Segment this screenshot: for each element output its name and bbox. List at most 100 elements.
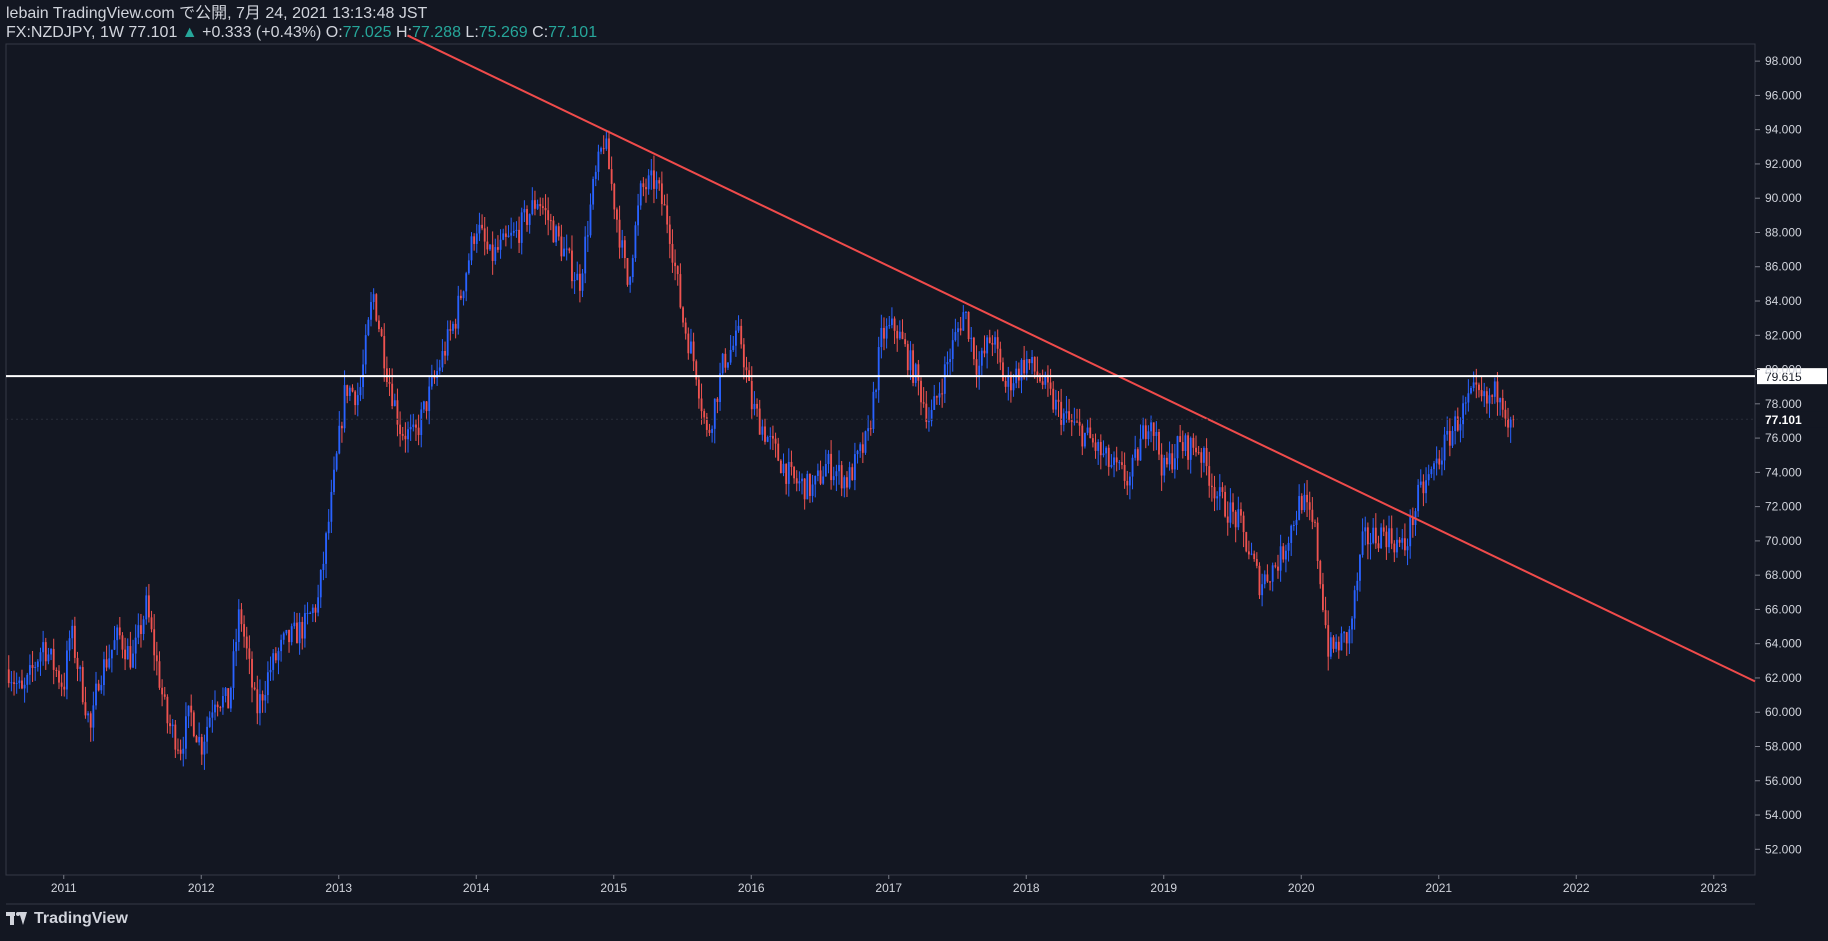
candle [676,266,679,275]
candle [1247,551,1250,555]
candle [1425,480,1427,494]
candle [986,337,989,354]
candle [399,424,402,435]
candle [1105,447,1108,454]
candle [1213,487,1216,499]
candle [1488,395,1491,404]
candle [1073,421,1076,423]
candle [232,651,235,688]
candle [523,209,526,213]
candle [1491,395,1494,397]
candle [1443,434,1446,461]
candle [1411,517,1414,525]
candle [1165,457,1168,465]
last-price: 77.101 [128,24,178,41]
candle [637,205,640,226]
chart-header: lebain TradingView.com で公開, 7月 24, 2021 … [6,4,597,42]
candle [1499,398,1502,403]
candle [155,655,158,662]
candle [240,609,243,625]
price-change: +0.333 (+0.43%) [202,24,322,41]
candle [1277,566,1279,571]
candle [1440,460,1443,465]
candle [904,339,907,345]
candle [1388,528,1390,548]
candle [1390,528,1393,544]
candle [732,345,735,350]
candle [1107,447,1110,467]
candle [809,473,811,496]
candle [949,359,952,362]
candle [478,224,481,234]
candle [290,626,293,643]
candle [1306,494,1308,503]
candle [1401,538,1404,543]
candle [256,689,259,714]
candle [475,233,478,244]
candle [81,667,84,703]
y-tick-label: 92.000 [1765,157,1802,171]
candle [44,642,47,662]
candle [18,680,21,684]
candle [243,624,246,637]
candle [801,478,803,482]
candle [1232,502,1234,512]
candle [959,328,962,331]
candle [737,325,740,331]
candle [499,239,502,250]
candle [703,411,706,418]
y-tick-label: 74.000 [1765,465,1802,479]
candle [758,408,761,435]
candle [407,429,409,440]
candle [465,273,468,292]
candle [544,207,547,211]
candle [1300,496,1303,511]
candle [631,258,634,278]
candle [317,597,320,613]
candle [639,183,642,206]
candle [608,138,610,170]
candle [1287,542,1290,551]
candle [764,426,766,442]
candle [1089,427,1092,439]
candle [282,633,285,640]
candle [333,469,335,492]
candle [1023,359,1026,374]
y-tick-label: 66.000 [1765,602,1802,616]
x-tick-label: 2018 [1013,881,1040,895]
y-tick-label: 60.000 [1765,705,1802,719]
candle [954,332,957,341]
candle [288,629,290,643]
candle [687,333,690,354]
candle [237,609,240,642]
candle [1345,632,1348,644]
candle [605,138,608,149]
candle [920,380,922,403]
candle [1039,376,1041,382]
candle [864,431,867,453]
candle [367,319,370,336]
y-tick-label: 54.000 [1765,808,1802,822]
close-value: 77.101 [548,24,598,41]
candle [110,649,113,659]
plot-frame [5,43,1756,905]
trend-line [407,34,1756,683]
candle [404,435,407,440]
candle [126,646,129,660]
candle [428,386,431,412]
candle [869,428,872,430]
candle [853,454,856,481]
candle [1009,375,1012,391]
candle [1054,399,1057,410]
candle [1216,496,1219,499]
symbol-label[interactable]: FX:NZDJPY, 1W [6,24,124,41]
candle [124,649,127,660]
candle [1057,399,1060,402]
candle [1084,432,1086,447]
candle [1258,565,1261,596]
candle [274,653,277,661]
candle [581,273,584,291]
candle [462,291,465,299]
candle [1364,527,1367,532]
